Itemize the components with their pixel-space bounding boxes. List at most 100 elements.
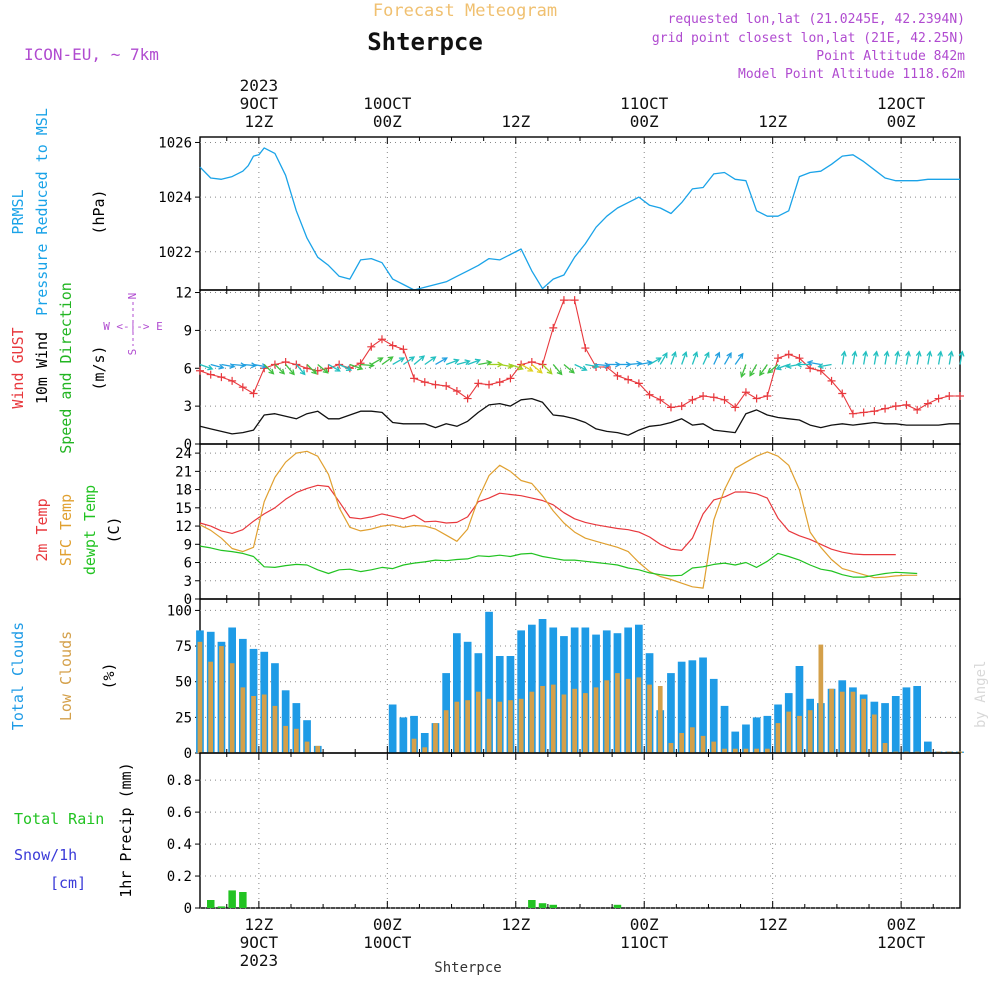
low-cloud-bar xyxy=(657,686,663,753)
gust-marker xyxy=(196,366,204,375)
low-cloud-bar xyxy=(304,741,310,753)
low-cloud-bar xyxy=(775,723,781,753)
gust-marker xyxy=(741,388,750,397)
wind-arrow-head xyxy=(568,367,575,374)
wind-direction-arrow xyxy=(499,363,514,369)
wind-arrow-shaft xyxy=(852,351,856,365)
low-cloud-bar xyxy=(261,694,267,753)
wind-arrow-shaft xyxy=(702,352,710,365)
low-cloud-bar xyxy=(572,688,577,753)
gust-marker xyxy=(945,392,954,401)
wind-arrow-head xyxy=(334,366,341,372)
wind-arrow-shaft xyxy=(585,363,599,368)
grid-point-coordinates: grid point closest lon,lat (21E, 42.25N) xyxy=(652,31,965,46)
gust-marker xyxy=(410,374,419,383)
wind-direction-arrow xyxy=(767,363,779,374)
rain-bar xyxy=(549,904,557,908)
side-label: 10m Wind xyxy=(33,332,51,404)
wind-direction-arrow xyxy=(862,350,869,365)
rain-bar xyxy=(528,900,536,908)
wind-direction-arrow xyxy=(520,363,534,372)
total-cloud-bar xyxy=(731,731,740,753)
wind-direction-arrow xyxy=(221,363,236,369)
wind-arrow-shaft xyxy=(681,352,687,365)
wind-arrow-shaft xyxy=(818,363,832,368)
low-cloud-bar xyxy=(486,698,492,753)
rain-bar xyxy=(538,903,547,908)
wind-direction-arrow xyxy=(947,350,954,365)
low-cloud-bar xyxy=(529,691,535,753)
total-cloud-bar xyxy=(742,724,750,753)
total-cloud-bar xyxy=(699,657,707,753)
wind-direction-arrow xyxy=(749,364,758,377)
low-cloud-bar xyxy=(700,735,706,753)
wind-arrow-head xyxy=(958,350,965,357)
wind-arrow-shaft xyxy=(767,363,779,374)
wind-direction-arrow xyxy=(563,363,575,374)
time-label: 9OCT xyxy=(240,933,279,952)
wind-arrow-head xyxy=(474,358,482,365)
gust-marker xyxy=(206,370,215,379)
wind-direction-arrow xyxy=(510,363,524,371)
compass-south: S xyxy=(126,349,139,356)
wind-arrow-shaft xyxy=(520,363,533,372)
temp-ytick-label: 0 xyxy=(184,592,192,608)
total-cloud-bar xyxy=(752,717,761,753)
side-label: (hPa) xyxy=(90,189,108,234)
low-cloud-bar xyxy=(208,661,213,753)
time-label: 11OCT xyxy=(620,933,669,952)
total-cloud-bar xyxy=(463,641,472,753)
time-label: 12OCT xyxy=(877,933,926,952)
wind-direction-arrow xyxy=(467,358,482,366)
low-cloud-bar xyxy=(561,694,567,753)
footer-location: Shterpce xyxy=(434,960,501,976)
precip-frame xyxy=(199,752,961,909)
gust-marker xyxy=(538,360,547,369)
gust-marker xyxy=(474,379,483,388)
wind-arrow-shaft xyxy=(445,359,459,366)
gust-marker xyxy=(442,381,451,390)
low-cloud-bar xyxy=(465,700,470,753)
wind-arrow-shaft xyxy=(221,363,235,368)
wind-arrow-shaft xyxy=(959,351,963,365)
time-label: 12Z xyxy=(501,112,530,131)
wind-arrow-head xyxy=(714,351,721,358)
side-label: 1hr Precip (mm) xyxy=(117,762,135,897)
wind-arrow-head xyxy=(692,351,699,358)
wind-arrow-head xyxy=(464,359,471,366)
temp-ytick-label: 9 xyxy=(184,537,192,553)
wind-arrow-head xyxy=(759,370,765,377)
low-cloud-bar xyxy=(925,751,931,753)
wind-direction-arrow xyxy=(702,351,710,365)
gust-marker xyxy=(581,344,590,353)
gust-marker xyxy=(763,392,772,401)
wind-arrow-head xyxy=(840,350,847,357)
wind-direction-arrow xyxy=(872,350,879,365)
wind-arrow-head xyxy=(240,362,247,369)
precip-panel: 0 0.2 0.4 0.6 0.8 xyxy=(167,752,961,917)
pressure-ytick-label: 1026 xyxy=(158,135,192,151)
wind-direction-arrow xyxy=(360,362,375,369)
low-cloud-bar xyxy=(229,663,235,753)
wind-direction-arrow xyxy=(840,350,847,365)
wind-direction-arrow xyxy=(338,363,353,371)
wind-arrow-shaft xyxy=(499,363,513,368)
wind-arrow-head xyxy=(556,369,563,376)
gust-marker xyxy=(795,354,804,363)
wind-arrow-shaft xyxy=(328,363,341,372)
low-cloud-bar xyxy=(946,751,952,753)
side-label: PRMSL xyxy=(9,189,27,234)
wind-direction-arrow xyxy=(531,363,543,374)
wind-arrow-shaft xyxy=(285,364,295,375)
wind-direction-arrow xyxy=(713,351,721,365)
low-cloud-bar xyxy=(647,684,652,753)
wind-arrow-head xyxy=(268,368,275,375)
wind-arrow-shaft xyxy=(713,352,720,365)
low-cloud-bar xyxy=(615,673,620,753)
wind-direction-arrow xyxy=(242,362,258,369)
gust-marker xyxy=(806,364,815,373)
gust-marker xyxy=(859,408,868,417)
wind-arrow-head xyxy=(894,350,901,357)
wind-direction-arrow xyxy=(445,358,460,366)
time-label: 2023 xyxy=(240,76,279,95)
